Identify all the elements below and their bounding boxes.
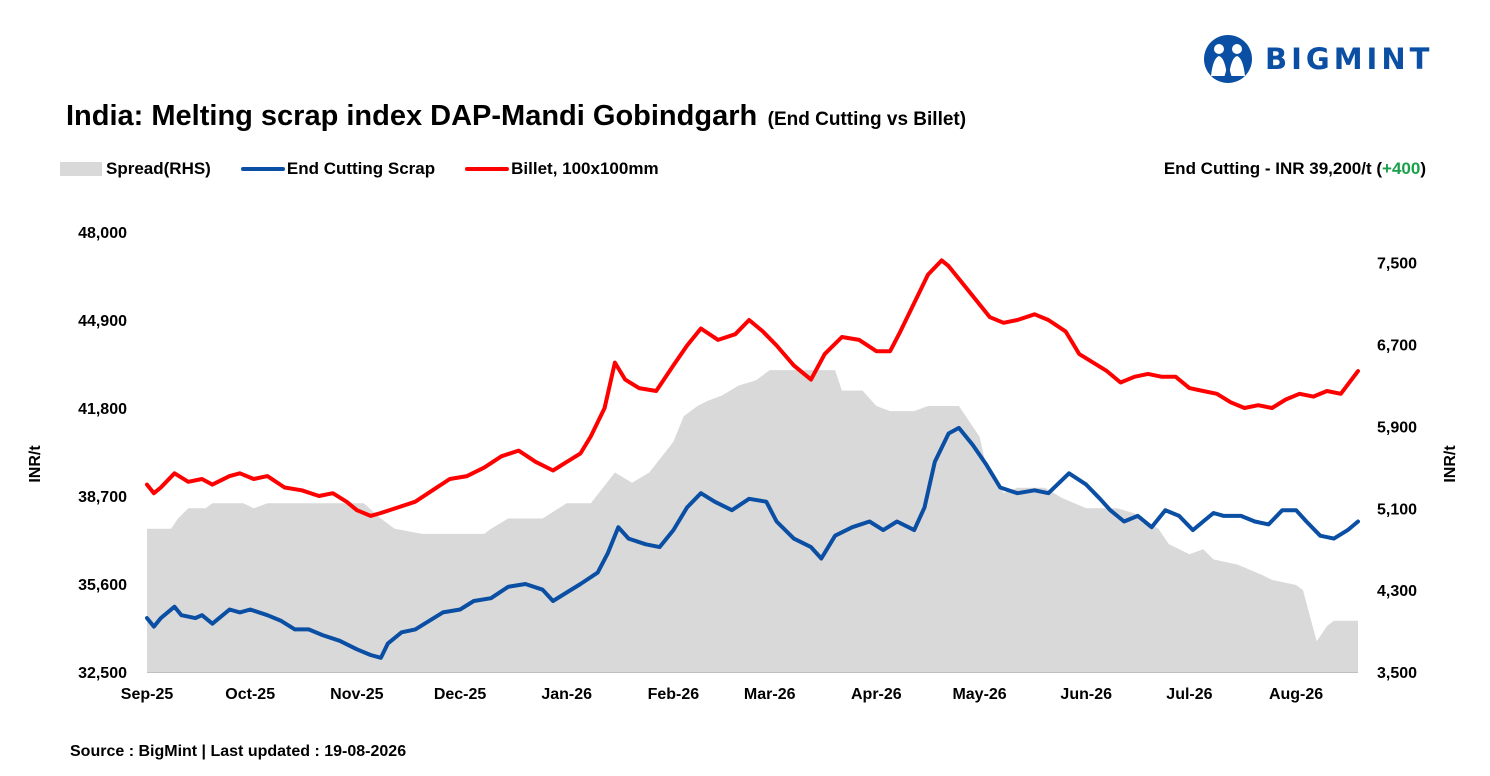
left-axis-tick-label: 32,500 <box>78 665 127 682</box>
legend-label-billet: Billet, 100x100mm <box>511 159 659 178</box>
chart-title-main: India: Melting scrap index DAP-Mandi Gob… <box>66 100 758 132</box>
right-axis-tick-label: 5,100 <box>1377 501 1417 518</box>
right-axis-tick-label: 4,300 <box>1377 583 1417 600</box>
x-axis-tick-label: May-26 <box>952 686 1006 703</box>
legend-swatch-spread <box>60 162 102 176</box>
legend-swatch-end-cutting <box>240 167 285 171</box>
source-note: Source : BigMint | Last updated : 19-08-… <box>70 743 407 760</box>
left-axis-tick-label: 38,700 <box>78 489 127 506</box>
x-axis-tick-label: Jan-26 <box>541 686 592 703</box>
headline-prefix: End Cutting - INR 39,200/t ( <box>1163 159 1383 178</box>
left-axis-tick-label: 41,800 <box>78 401 127 418</box>
x-axis-tick-label: Nov-25 <box>330 686 383 703</box>
right-axis-tick-label: 3,500 <box>1377 665 1417 682</box>
headline-suffix: ) <box>1420 159 1426 178</box>
legend-item-spread: Spread(RHS) <box>60 159 211 179</box>
bigmint-people-logo-icon <box>1204 35 1252 83</box>
series-spread-area <box>147 370 1358 672</box>
right-axis-tick-label: 7,500 <box>1377 256 1417 273</box>
legend-label-spread: Spread(RHS) <box>106 159 211 178</box>
headline-change: +400 <box>1382 159 1421 178</box>
x-axis-tick-label: Aug-26 <box>1269 686 1323 703</box>
x-axis-tick-label: Jun-26 <box>1060 686 1112 703</box>
right-axis-tick-label: 5,900 <box>1377 419 1417 436</box>
left-axis-title: INR/t <box>27 445 44 483</box>
legend-item-billet: Billet, 100x100mm <box>465 159 659 179</box>
latest-price-headline: End Cutting - INR 39,200/t (+400) <box>1164 157 1426 181</box>
x-axis-tick-label: Sep-25 <box>121 686 174 703</box>
chart-title-sub: (End Cutting vs Billet) <box>767 109 967 130</box>
series-end-cutting-line <box>145 425 1360 660</box>
legend-item-end-cutting: End Cutting Scrap <box>240 159 436 179</box>
x-axis-tick-label: Apr-26 <box>851 686 902 703</box>
x-axis-tick-label: Mar-26 <box>744 686 796 703</box>
series-billet-line <box>145 258 1360 518</box>
chart-legend: Spread(RHS) End Cutting Scrap Billet, 10… <box>60 157 689 181</box>
left-axis-tick-label: 35,600 <box>78 577 127 594</box>
legend-label-end-cutting: End Cutting Scrap <box>286 159 436 178</box>
x-axis-tick-label: Jul-26 <box>1166 686 1212 703</box>
x-axis-tick-label: Feb-26 <box>648 686 700 703</box>
left-axis-tick-label: 48,000 <box>78 225 127 242</box>
right-axis-title: INR/t <box>1442 445 1459 483</box>
right-axis-tick-label: 6,700 <box>1377 338 1417 355</box>
legend-swatch-billet <box>465 167 510 171</box>
bigmint-logo[interactable]: BIGMINT <box>1203 34 1433 84</box>
x-axis-tick-label: Oct-25 <box>225 686 275 703</box>
brand-name: BIGMINT <box>1265 42 1434 76</box>
chart-title: India: Melting scrap index DAP-Mandi Gob… <box>66 100 966 133</box>
x-axis-tick-label: Dec-25 <box>434 686 487 703</box>
left-axis-tick-label: 44,900 <box>78 313 127 330</box>
